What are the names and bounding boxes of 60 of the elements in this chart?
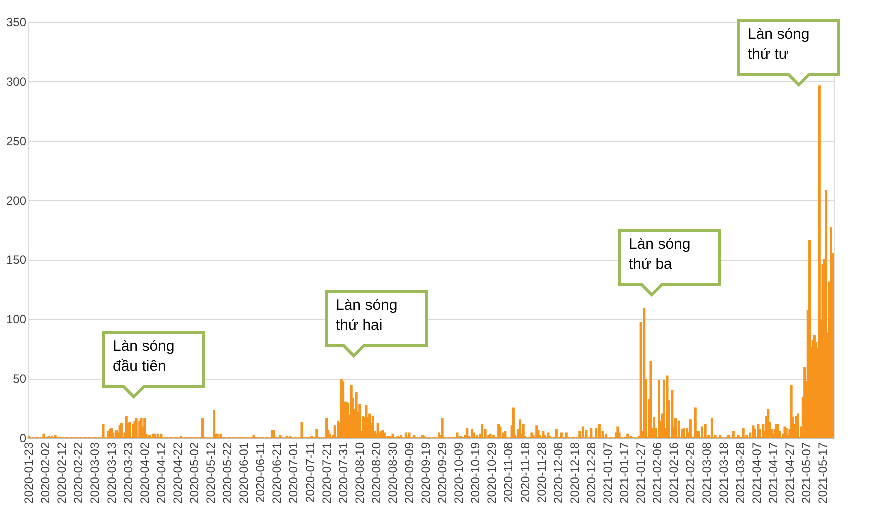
x-tick-label: 2020-07-21 [320, 442, 334, 504]
x-tick-label: 2020-08-30 [386, 442, 400, 504]
y-tick-label: 250 [6, 134, 27, 148]
x-tick-label: 2020-06-01 [237, 442, 252, 504]
x-tick-label: 2020-10-29 [485, 442, 500, 504]
x-tick-label: 2021-01-27 [634, 442, 648, 504]
x-tick-label: 2020-02-12 [55, 442, 70, 504]
x-tick-label: 2020-12-08 [551, 442, 566, 504]
x-tick-label: 2020-03-03 [88, 442, 102, 504]
x-tick-label: 2020-07-01 [286, 442, 301, 504]
x-tick-label: 2020-06-21 [270, 442, 284, 504]
x-tick-label: 2020-11-18 [518, 442, 532, 503]
y-tick-label: 50 [13, 372, 27, 386]
x-tick-label: 2021-02-26 [684, 442, 698, 504]
y-tick-label: 150 [6, 253, 27, 268]
x-tick-label: 2020-07-31 [336, 442, 350, 504]
x-tick-label: 2021-01-17 [618, 442, 632, 504]
x-tick-label: 2020-04-12 [154, 442, 168, 504]
x-tick-label: 2020-02-02 [38, 442, 53, 504]
x-tick-label: 2020-12-28 [584, 442, 598, 504]
x-tick-label: 2020-05-22 [220, 442, 235, 504]
x-tick-label: 2020-08-20 [369, 442, 384, 504]
annotation: Làn sóng thứ hai [336, 297, 398, 334]
x-tick-label: 2020-01-23 [22, 442, 36, 504]
x-tick-label: 2020-10-09 [452, 442, 466, 504]
x-tick-label: 2021-02-06 [650, 442, 665, 504]
x-tick-label: 2020-03-23 [121, 442, 136, 504]
x-tick-label: 2020-04-22 [170, 442, 185, 504]
annotation: Làn sóng thứ tư [748, 26, 810, 63]
x-tick-label: 2020-05-02 [187, 442, 202, 504]
x-tick-label: 2021-05-17 [816, 442, 830, 504]
x-tick-label: 2020-06-11 [254, 442, 268, 503]
x-tick-label: 2021-04-07 [750, 442, 764, 504]
x-tick-label: 2020-05-12 [204, 442, 218, 504]
x-tick-label: 2021-03-18 [716, 442, 731, 504]
annotation: Làn sóng đầu tiên [113, 338, 175, 375]
x-tick-label: 2021-04-17 [766, 442, 780, 504]
x-tick-label: 2020-09-09 [402, 442, 416, 504]
x-tick-label: 2021-03-08 [700, 442, 714, 504]
x-tick-label: 2020-12-18 [568, 442, 582, 504]
x-tick-label: 2020-10-19 [468, 442, 483, 504]
x-tick-label: 2021-05-07 [799, 442, 814, 504]
x-tick-label: 2021-02-16 [667, 442, 682, 504]
x-tick-label: 2020-08-10 [352, 442, 367, 504]
x-tick-label: 2021-01-07 [600, 442, 615, 504]
x-tick-label: 2020-11-28 [534, 442, 549, 503]
y-tick-label: 200 [6, 194, 27, 208]
x-tick-label: 2020-09-19 [419, 442, 434, 504]
x-tick-label: 2020-02-22 [72, 442, 86, 504]
x-tick-label: 2020-04-02 [138, 442, 152, 504]
x-tick-label: 2020-11-08 [502, 442, 516, 503]
y-tick-label: 350 [6, 16, 27, 30]
annotation: Làn sóng thứ ba [629, 236, 691, 273]
x-tick-label: 2020-03-13 [104, 442, 119, 504]
y-tick-label: 100 [6, 312, 27, 327]
x-tick-label: 2020-09-29 [436, 442, 450, 504]
x-tick-label: 2020-07-11 [303, 442, 318, 503]
x-tick-label: 2021-03-28 [733, 442, 748, 504]
x-tick-label: 2021-04-27 [782, 442, 797, 504]
y-tick-label: 300 [6, 74, 27, 89]
